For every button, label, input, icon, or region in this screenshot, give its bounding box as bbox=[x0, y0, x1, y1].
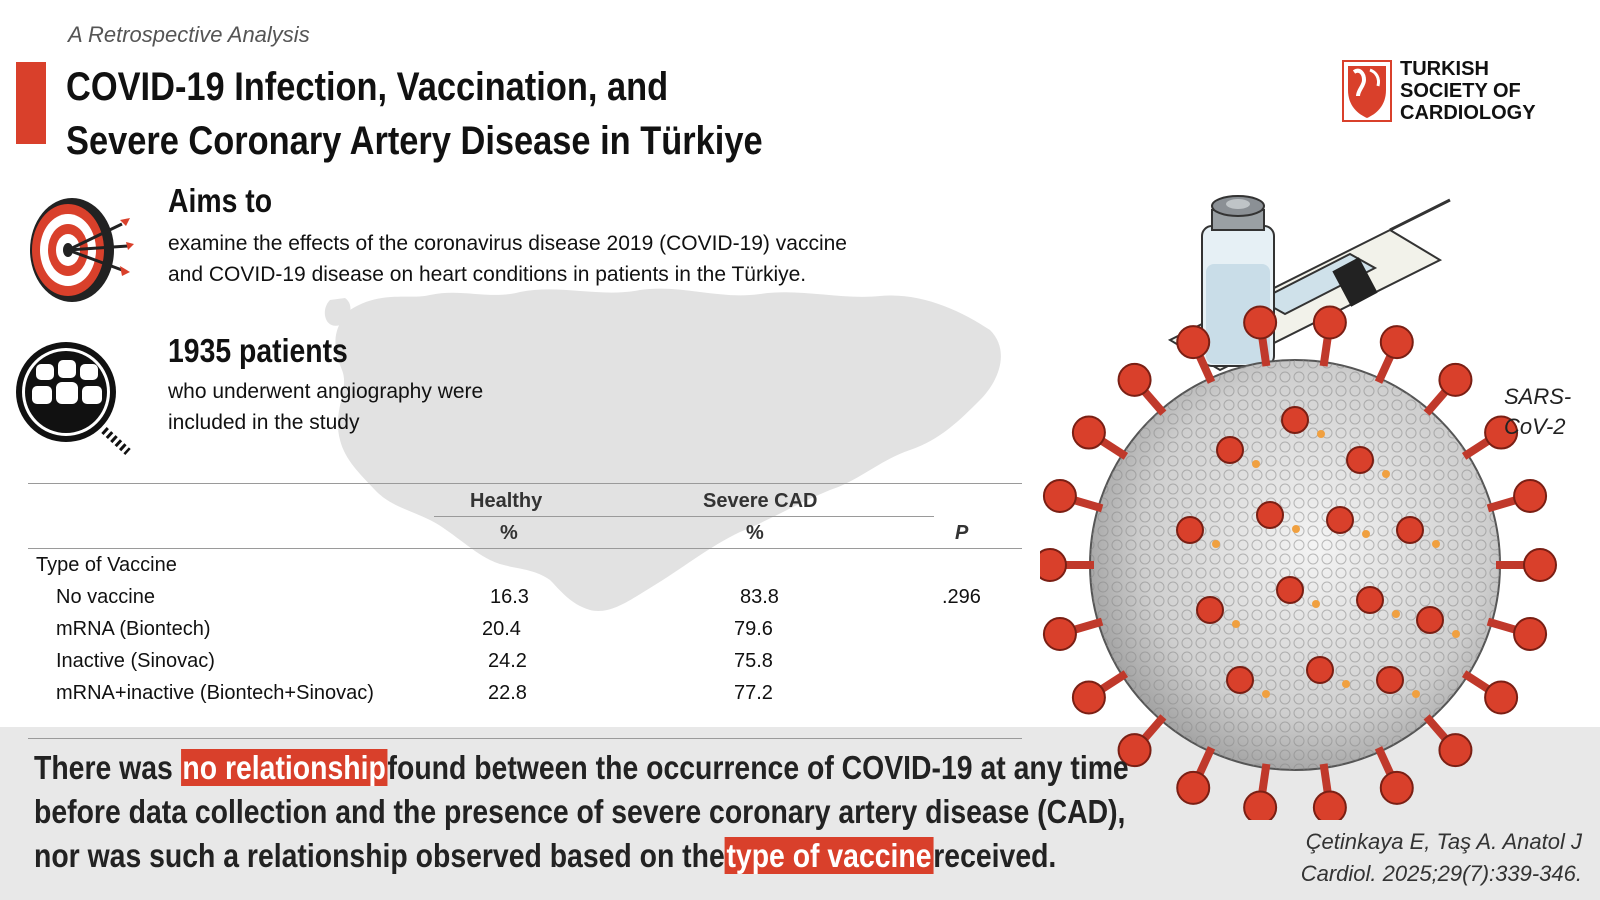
logo-line-1: TURKISH bbox=[1400, 58, 1489, 80]
patients-line-1: who underwent angiography were bbox=[168, 380, 484, 403]
target-icon bbox=[30, 198, 134, 302]
conclusion-l3-pre: nor was such a relationship observed bas… bbox=[34, 837, 725, 874]
row-p: .296 bbox=[942, 586, 981, 608]
col-severe-cad: Severe CAD bbox=[703, 490, 818, 512]
citation: Çetinkaya E, Taş A. Anatol J Cardiol. 20… bbox=[1262, 826, 1582, 890]
spike-proteins bbox=[1040, 305, 1557, 820]
row-severe: 77.2 bbox=[734, 682, 773, 704]
virus-label-line-2: CoV-2 bbox=[1504, 414, 1566, 439]
conclusion-l1-post: found between the occurrence of COVID-19… bbox=[387, 749, 1129, 786]
logo-text: TURKISH SOCIETY OF CARDIOLOGY bbox=[1400, 58, 1536, 124]
row-healthy: 24.2 bbox=[488, 650, 527, 672]
citation-line-1: Çetinkaya E, Taş A. Anatol J bbox=[1305, 829, 1582, 854]
subtitle: A Retrospective Analysis bbox=[68, 22, 310, 47]
patients-line-2: included in the study bbox=[168, 411, 360, 434]
logo-line-2: SOCIETY OF bbox=[1400, 80, 1521, 102]
logo-line-3: CARDIOLOGY bbox=[1400, 102, 1536, 124]
citation-line-2: Cardiol. 2025;29(7):339-346. bbox=[1300, 861, 1582, 886]
unit-severe: % bbox=[746, 522, 764, 544]
aims-text: examine the effects of the coronavirus d… bbox=[168, 228, 847, 290]
col-healthy: Healthy bbox=[470, 490, 543, 512]
virus-label: SARS- CoV-2 bbox=[1504, 382, 1571, 442]
title-line-2: Severe Coronary Artery Disease in Türkiy… bbox=[66, 119, 763, 163]
col-p: P bbox=[955, 522, 969, 544]
tsc-logo-icon bbox=[1342, 60, 1392, 122]
aims-heading: Aims to bbox=[168, 182, 273, 219]
row-label: No vaccine bbox=[56, 586, 155, 608]
title-accent-bar bbox=[16, 62, 46, 144]
coronavirus-illustration bbox=[1040, 305, 1557, 820]
highlight-no-relationship: no relationship bbox=[180, 749, 388, 786]
conclusion-line-2: before data collection and the presence … bbox=[34, 793, 1126, 830]
row-severe: 75.8 bbox=[734, 650, 773, 672]
row-severe: 83.8 bbox=[740, 586, 779, 608]
row-healthy: 16.3 bbox=[490, 586, 529, 608]
conclusion-line-1: There was no relationshipfound between t… bbox=[34, 746, 1129, 790]
turkey-map bbox=[324, 288, 1001, 611]
row-healthy: 20.4 bbox=[482, 618, 521, 640]
row-label: mRNA+inactive (Biontech+Sinovac) bbox=[56, 682, 374, 704]
unit-healthy: % bbox=[500, 522, 518, 544]
row-severe: 79.6 bbox=[734, 618, 773, 640]
highlight-type-of-vaccine: type of vaccine bbox=[724, 837, 934, 874]
aims-line-1: examine the effects of the coronavirus d… bbox=[168, 232, 847, 255]
table-mid-rule bbox=[28, 548, 1022, 549]
row-healthy: 22.8 bbox=[488, 682, 527, 704]
page-title: COVID-19 Infection, Vaccination, and Sev… bbox=[66, 60, 763, 168]
aims-line-2: and COVID-19 disease on heart conditions… bbox=[168, 263, 807, 286]
virus-label-line-1: SARS- bbox=[1504, 384, 1572, 409]
table-bottom-rule bbox=[28, 738, 1022, 739]
patients-group-icon bbox=[16, 342, 131, 455]
title-line-1: COVID-19 Infection, Vaccination, and bbox=[66, 65, 669, 109]
conclusion-line-3: nor was such a relationship observed bas… bbox=[34, 834, 1129, 878]
row-label: mRNA (Biontech) bbox=[56, 618, 211, 640]
patients-heading: 1935 patients bbox=[168, 332, 348, 369]
patients-text: who underwent angiography were included … bbox=[168, 376, 483, 438]
table-header-rule bbox=[434, 516, 934, 517]
group-label: Type of Vaccine bbox=[36, 554, 177, 576]
conclusion-l1-pre: There was bbox=[34, 749, 181, 786]
row-label: Inactive (Sinovac) bbox=[56, 650, 215, 672]
table-top-rule bbox=[28, 483, 1022, 484]
conclusion-l3-post: received. bbox=[933, 837, 1057, 874]
conclusion-text: There was no relationshipfound between t… bbox=[34, 746, 1129, 878]
